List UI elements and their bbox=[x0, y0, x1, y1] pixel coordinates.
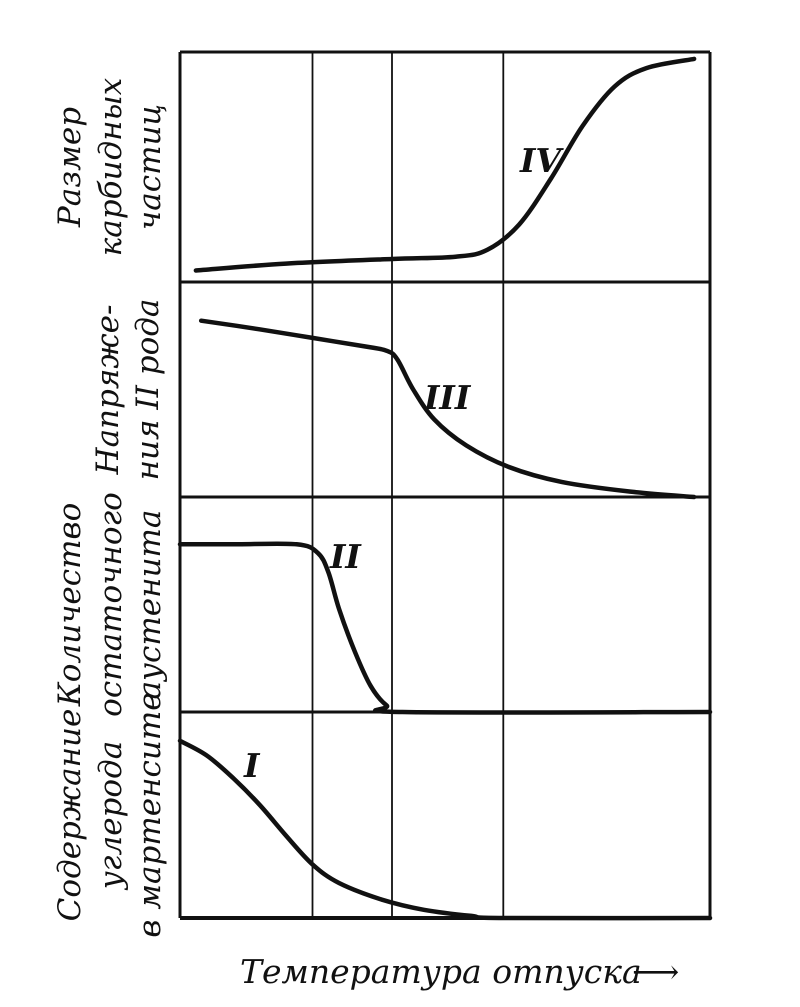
y-axis-label-line: аустенита bbox=[132, 510, 168, 700]
y-axis-label-line: частиц bbox=[132, 104, 168, 230]
curve-II bbox=[177, 541, 713, 715]
y-axis-label-line: в мартенсите bbox=[132, 692, 168, 937]
y-axis-label-line: ния II рода bbox=[130, 299, 166, 481]
y-axis-label-line: углерода bbox=[93, 741, 129, 891]
y-axis-label-line: Размер bbox=[52, 107, 88, 228]
y-axis-label-line: карбидных bbox=[93, 77, 129, 256]
plot-frame bbox=[178, 50, 712, 920]
y-axis-label-line: Напряже- bbox=[90, 305, 126, 476]
x-axis-label: Температура отпуска bbox=[240, 952, 642, 991]
vertical-gridlines bbox=[311, 52, 505, 918]
y-axis-label-line: остаточного bbox=[93, 492, 129, 717]
curve-label-II: II bbox=[329, 537, 362, 576]
y-axis-label-line: Количество bbox=[52, 503, 88, 707]
curve-IV bbox=[193, 56, 697, 273]
x-axis-arrow-icon: ⟶ bbox=[632, 952, 679, 991]
y-axis-label-line: Содержание bbox=[52, 709, 88, 922]
y-axis-labels: Размер карбидных частиц Напряже-ния II рода… bbox=[52, 77, 168, 937]
curve-label-I: I bbox=[243, 746, 261, 785]
curve-label-IV: IV bbox=[519, 141, 564, 180]
curve-I bbox=[177, 738, 713, 921]
curve-III bbox=[198, 318, 697, 500]
curve-label-III: III bbox=[423, 378, 472, 417]
